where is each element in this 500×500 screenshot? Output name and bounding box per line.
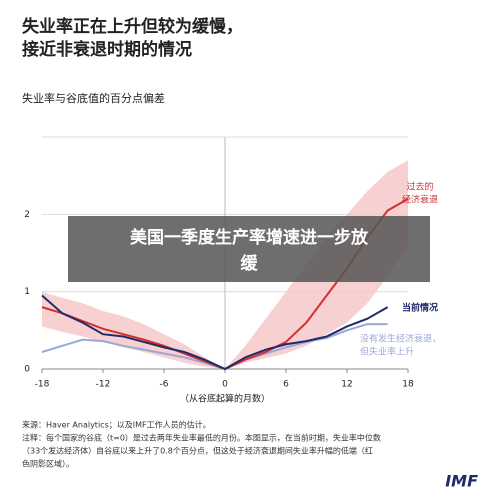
logo: IMF xyxy=(445,472,478,491)
series-label: 经济衰退 xyxy=(402,194,438,206)
x-tick-label: 12 xyxy=(341,380,352,390)
note: 来源：Haver Analytics；以及IMF工作人员的估计。 xyxy=(22,420,211,430)
x-tick-label: 6 xyxy=(283,380,289,390)
overlay-banner xyxy=(68,216,430,282)
series-label: 但失业率上升 xyxy=(360,346,414,358)
series-label: 过去的 xyxy=(406,181,433,193)
x-tick-label: 0 xyxy=(222,380,228,390)
line-series xyxy=(41,294,389,371)
chart-subtitle: 失业率与谷底值的百分点偏差 xyxy=(22,91,165,105)
note: 注释：每个国家的谷底（t=0）是过去两年失业率最低的月份。本图显示，在当前时期，… xyxy=(22,433,381,443)
x-tick-label: -12 xyxy=(96,380,111,390)
note: （33个发达经济体）自谷底以来上升了0.8个百分点，但这处于经济衰退期间失业率升… xyxy=(22,446,373,456)
chart-title: 失业率正在上升但较为缓慢， xyxy=(22,16,243,37)
note: 色阴影区域）。 xyxy=(22,459,74,469)
x-tick-label: -18 xyxy=(35,380,50,390)
chart-title: 接近非衰退时期的情况 xyxy=(22,39,192,60)
overlay-text: 缓 xyxy=(241,253,259,274)
range-band xyxy=(42,160,408,369)
y-tick-label: 2 xyxy=(24,210,30,220)
x-tick-label: -6 xyxy=(160,380,169,390)
series-label: 没有发生经济衰退， xyxy=(360,333,441,345)
series-label: 当前情况 xyxy=(402,302,438,314)
x-tick-label: 18 xyxy=(402,380,414,390)
x-axis-label: （从谷底起算的月数） xyxy=(180,393,270,405)
y-tick-label: 1 xyxy=(24,287,30,297)
overlay-text: 美国一季度生产率增速进一步放 xyxy=(130,227,369,248)
y-tick-label: 0 xyxy=(24,365,30,375)
